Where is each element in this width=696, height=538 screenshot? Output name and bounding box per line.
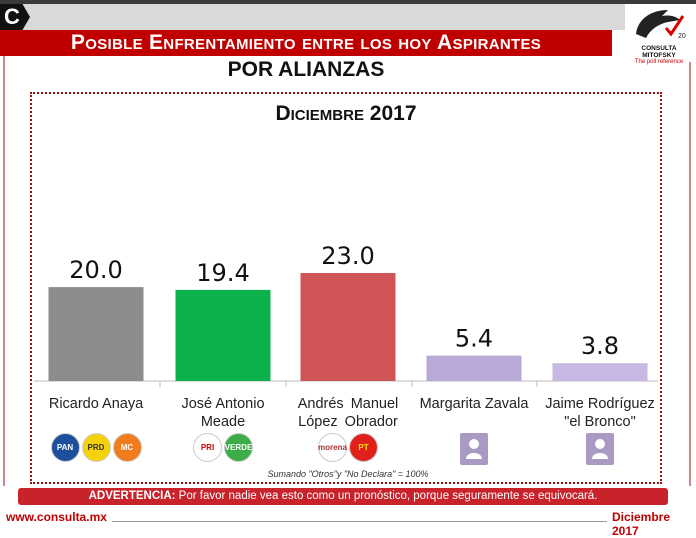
mc-logo-icon: MC (112, 433, 142, 462)
pan-logo-icon: PAN (50, 433, 80, 462)
independent-candidate-icon (586, 433, 614, 465)
warning-text: Por favor nadie vea esto como un pronóst… (175, 490, 598, 502)
pt-logo-icon: PT (349, 433, 378, 462)
footer-url[interactable]: www.consulta.mx (6, 510, 107, 524)
logo-tagline: The poll reference (634, 59, 684, 65)
top-bar (0, 0, 696, 4)
party-logos (540, 433, 660, 465)
party-logos (414, 433, 534, 465)
footnote: Sumando "Otros"y "No Declara" = 100% (267, 469, 429, 479)
party-logos: morena PT (288, 433, 408, 462)
prd-logo-icon: PRD (81, 433, 111, 462)
candidate-label: Ricardo Anaya (48, 396, 144, 412)
footer-date: Diciembre 2017 (612, 510, 671, 538)
party-logos: PAN PRD MC (36, 433, 156, 462)
bar-value-label: 5.4 (455, 325, 493, 353)
morena-logo-icon: morena (318, 433, 347, 462)
page-subtitle: POR ALIANZAS (227, 58, 385, 81)
logo-text: CONSULTA MITOFSKY (628, 45, 690, 59)
footer-line (112, 521, 607, 522)
warning-banner: ADVERTENCIA: Por favor nadie vea esto co… (18, 488, 668, 505)
warning-label: ADVERTENCIA: (88, 490, 176, 502)
bar (426, 355, 522, 381)
bar (48, 287, 144, 381)
bar (552, 363, 648, 381)
verde-logo-icon: VERDE (224, 433, 253, 462)
page-title: Posible Enfrentamiento entre los hoy Asp… (70, 31, 542, 54)
bar-value-label: 19.4 (196, 259, 249, 287)
frame-left (3, 56, 5, 486)
title-band (0, 30, 612, 56)
logo-badge: 20 (678, 33, 686, 40)
bar-value-label: 20.0 (69, 256, 122, 284)
pri-logo-icon: PRI (193, 433, 222, 462)
candidate-label: Margarita Zavala (419, 396, 529, 412)
chart-frame (30, 92, 662, 484)
candidate-label: Jaime Rodríguez "el Bronco" (545, 396, 655, 430)
bar (175, 289, 271, 381)
chart-title: Diciembre 2017 (275, 102, 417, 125)
consulta-mitofsky-logo: 20 CONSULTA MITOFSKY The poll reference (628, 4, 690, 65)
independent-candidate-icon (460, 433, 488, 465)
header-band (0, 4, 625, 30)
bar-value-label: 3.8 (581, 332, 619, 360)
bar-value-label: 23.0 (321, 242, 374, 270)
party-logos: PRI VERDE (163, 433, 283, 462)
candidate-label: Andrés Manuel López Obrador (297, 396, 399, 430)
frame-right (689, 62, 691, 486)
bar-chart: 20.0 19.4 23.0 5.4 3.8 (34, 242, 658, 387)
bar (300, 273, 396, 381)
candidate-label: José Antonio Meade (181, 396, 265, 430)
